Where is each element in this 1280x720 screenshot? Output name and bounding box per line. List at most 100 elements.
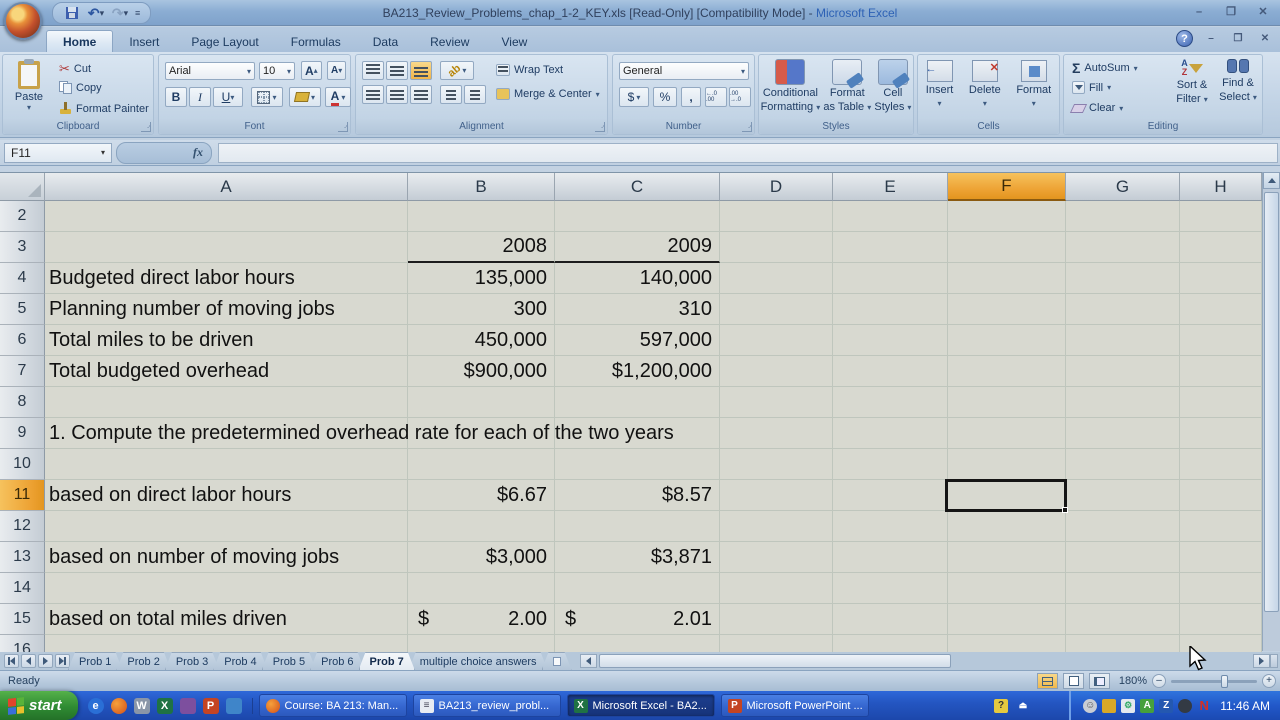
cell[interactable] xyxy=(720,201,833,232)
column-header-F[interactable]: F xyxy=(948,173,1066,201)
vertical-scroll-thumb[interactable] xyxy=(1264,192,1279,612)
tray-agent-icon[interactable]: ☺ xyxy=(1083,698,1098,713)
cell[interactable] xyxy=(833,418,948,449)
sheet-tab-prob7[interactable]: Prob 7 xyxy=(359,652,415,670)
align-right-button[interactable] xyxy=(410,85,432,104)
undo-button[interactable]: ↶ ▾ xyxy=(87,5,105,21)
cell[interactable] xyxy=(1180,294,1262,325)
cell[interactable] xyxy=(1066,511,1180,542)
comma-style-button[interactable]: , xyxy=(681,87,701,107)
row-header-11[interactable]: 11 xyxy=(0,480,45,511)
cell-C6[interactable]: 597,000 xyxy=(555,325,720,356)
cell[interactable] xyxy=(720,418,833,449)
cell[interactable] xyxy=(45,387,408,418)
name-box[interactable]: F11 ▾ xyxy=(4,142,112,163)
zoom-slider[interactable] xyxy=(1171,674,1257,688)
font-color-button[interactable]: A ▾ xyxy=(325,87,351,107)
clear-button[interactable]: Clear ▾ xyxy=(1069,102,1123,114)
row-header-6[interactable]: 6 xyxy=(0,325,45,356)
row-header-2[interactable]: 2 xyxy=(0,201,45,232)
cell[interactable] xyxy=(833,604,948,635)
cell[interactable] xyxy=(45,232,408,263)
column-header-E[interactable]: E xyxy=(833,173,948,201)
cell-styles-button[interactable]: Cell Styles ▾ xyxy=(874,59,911,119)
cell[interactable] xyxy=(833,325,948,356)
sheet-tab-prob4[interactable]: Prob 4 xyxy=(213,652,267,670)
cell[interactable] xyxy=(1180,511,1262,542)
tab-data[interactable]: Data xyxy=(372,35,399,49)
cell-C11[interactable]: $8.57 xyxy=(555,480,720,511)
cell[interactable] xyxy=(948,604,1066,635)
row-header-7[interactable]: 7 xyxy=(0,356,45,387)
cell-C7[interactable]: $1,200,000 xyxy=(555,356,720,387)
page-break-view-button[interactable] xyxy=(1089,673,1110,689)
tray-antivirus-icon[interactable]: A xyxy=(1140,698,1155,713)
row-header-5[interactable]: 5 xyxy=(0,294,45,325)
cell-B7[interactable]: $900,000 xyxy=(408,356,555,387)
scroll-up-button[interactable] xyxy=(1263,172,1280,189)
cell[interactable] xyxy=(408,418,555,449)
cell[interactable] xyxy=(408,573,555,604)
cell-C13[interactable]: $3,871 xyxy=(555,542,720,573)
cell[interactable] xyxy=(1180,325,1262,356)
font-size-combo[interactable]: 10 ▾ xyxy=(259,62,295,80)
tab-page-layout[interactable]: Page Layout xyxy=(191,35,259,49)
excel-icon[interactable]: X xyxy=(156,697,173,714)
alignment-dialog-launcher-icon[interactable]: ◞ xyxy=(595,122,605,132)
messenger-icon[interactable] xyxy=(225,697,242,714)
italic-button[interactable]: I xyxy=(189,87,211,107)
cell[interactable] xyxy=(1066,542,1180,573)
task-excel[interactable]: X Microsoft Excel - BA2... xyxy=(566,694,715,717)
autosum-button[interactable]: Σ AutoSum ▾ xyxy=(1072,60,1138,76)
cell[interactable] xyxy=(948,573,1066,604)
cell[interactable] xyxy=(555,418,720,449)
increase-decimal-button[interactable]: ←.0 .00 xyxy=(705,87,727,107)
powerpoint-icon[interactable]: P xyxy=(202,697,219,714)
sheet-tab-prob1[interactable]: Prob 1 xyxy=(68,652,122,670)
number-format-combo[interactable]: General ▾ xyxy=(619,62,749,80)
cell-B5[interactable]: 300 xyxy=(408,294,555,325)
task-ba213-review[interactable]: ≡ BA213_review_probl... xyxy=(412,694,561,717)
save-button[interactable] xyxy=(63,5,81,21)
cell[interactable] xyxy=(1180,604,1262,635)
column-header-B[interactable]: B xyxy=(408,173,555,201)
row-header-3[interactable]: 3 xyxy=(0,232,45,263)
office-button[interactable] xyxy=(4,2,42,40)
cell[interactable] xyxy=(1066,356,1180,387)
tab-insert[interactable]: Insert xyxy=(129,35,160,49)
task-powerpoint[interactable]: P Microsoft PowerPoint ... xyxy=(720,694,869,717)
number-dialog-launcher-icon[interactable]: ◞ xyxy=(742,122,752,132)
cell[interactable] xyxy=(555,449,720,480)
cell[interactable] xyxy=(948,325,1066,356)
row-header-8[interactable]: 8 xyxy=(0,387,45,418)
cell[interactable] xyxy=(833,263,948,294)
minimize-button[interactable]: – xyxy=(1195,5,1203,18)
percent-style-button[interactable]: % xyxy=(653,87,677,107)
insert-worksheet-button[interactable] xyxy=(541,652,572,670)
cell[interactable] xyxy=(833,387,948,418)
cell[interactable] xyxy=(948,387,1066,418)
redo-button[interactable]: ↷ ▾ xyxy=(111,5,129,21)
cell[interactable] xyxy=(720,604,833,635)
cell-C4[interactable]: 140,000 xyxy=(555,263,720,294)
tab-review[interactable]: Review xyxy=(430,35,470,49)
cell-A11[interactable]: based on direct labor hours xyxy=(45,480,408,511)
cell[interactable] xyxy=(720,542,833,573)
sheet-tab-prob6[interactable]: Prob 6 xyxy=(310,652,364,670)
start-button[interactable]: start xyxy=(0,691,78,720)
bold-button[interactable]: B xyxy=(165,87,187,107)
tray-volume-icon[interactable] xyxy=(1178,698,1193,713)
row-header-12[interactable]: 12 xyxy=(0,511,45,542)
grow-font-button[interactable]: A ▴ xyxy=(301,61,322,80)
cell[interactable] xyxy=(833,449,948,480)
tab-formulas[interactable]: Formulas xyxy=(290,35,341,49)
cell[interactable] xyxy=(408,511,555,542)
fill-handle[interactable] xyxy=(1062,507,1068,513)
customize-qat-button[interactable]: ≡ xyxy=(135,8,141,18)
zoom-level[interactable]: 180% xyxy=(1118,675,1147,687)
cell-B4[interactable]: 135,000 xyxy=(408,263,555,294)
column-header-G[interactable]: G xyxy=(1066,173,1180,201)
delete-cells-button[interactable]: Delete▾ xyxy=(969,60,1001,119)
sheet-tab-prob3[interactable]: Prob 3 xyxy=(165,652,219,670)
cell[interactable] xyxy=(948,294,1066,325)
